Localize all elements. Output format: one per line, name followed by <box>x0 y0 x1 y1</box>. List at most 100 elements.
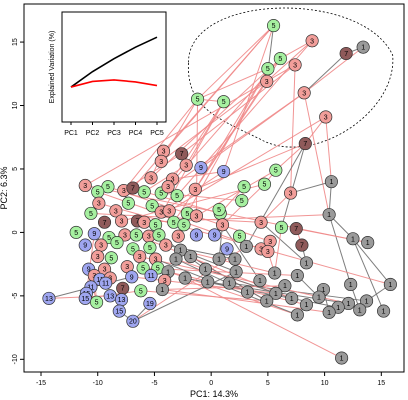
point-label: 3 <box>83 183 87 190</box>
point-marker <box>290 269 304 283</box>
x-tick-label: -5 <box>151 380 157 387</box>
point-marker <box>198 262 213 276</box>
point-marker <box>322 208 336 222</box>
point-label: 5 <box>280 225 284 232</box>
point-marker <box>383 277 397 291</box>
point-marker <box>84 206 98 220</box>
point-marker <box>299 298 313 312</box>
point-label: 5 <box>196 97 200 104</box>
point-marker <box>254 215 268 229</box>
point-label: 13 <box>45 296 53 303</box>
point-label: 3 <box>221 222 225 229</box>
point-label: 1 <box>274 291 278 298</box>
point-label: 1 <box>283 283 287 290</box>
point-marker <box>360 294 374 308</box>
point-label: 5 <box>126 201 130 208</box>
point-label: 1 <box>327 310 331 317</box>
point-label: 5 <box>156 265 160 272</box>
red-edge <box>168 116 326 212</box>
point-label: 1 <box>166 269 170 276</box>
point-label: 1 <box>233 257 237 264</box>
point-marker <box>361 236 375 250</box>
point-label: 5 <box>154 222 158 229</box>
point-marker <box>42 291 56 305</box>
point-label: 1 <box>304 260 308 267</box>
point-marker <box>288 58 302 72</box>
y-tick-label: 5 <box>12 167 19 171</box>
point-marker <box>161 180 175 194</box>
point-marker <box>188 182 202 196</box>
point-label: 11 <box>147 273 154 280</box>
red-edge <box>290 64 296 194</box>
point-marker <box>99 276 113 290</box>
point-marker <box>126 181 140 195</box>
point-label: 3 <box>171 177 175 184</box>
point-marker <box>78 238 92 252</box>
y-tick-label: 10 <box>12 102 19 110</box>
point-marker <box>189 228 203 242</box>
point-label: 9 <box>130 274 134 281</box>
point-label: 1 <box>174 257 178 264</box>
grey-edge <box>260 221 307 264</box>
point-label: 1 <box>382 309 386 316</box>
inset-x-tick-label: PC1 <box>64 130 78 137</box>
point-label: 1 <box>189 254 193 261</box>
point-label: 5 <box>242 184 246 191</box>
red-edge <box>181 64 296 155</box>
point-marker <box>322 305 336 319</box>
red-edge <box>194 68 269 190</box>
point-label: 1 <box>217 257 221 264</box>
point-label: 9 <box>199 165 203 172</box>
point-label: 1 <box>227 281 231 288</box>
point-label: 5 <box>274 168 278 175</box>
point-marker <box>295 238 309 252</box>
y-tick-label: -10 <box>12 354 19 364</box>
x-tick-label: 15 <box>377 380 385 387</box>
y-tick-label: 15 <box>12 38 19 46</box>
point-label: 1 <box>329 179 333 186</box>
point-marker <box>208 228 222 242</box>
point-label: 5 <box>157 232 161 239</box>
point-label: 5 <box>272 23 276 30</box>
red-edge <box>194 81 268 190</box>
point-label: 5 <box>182 222 186 229</box>
point-label: 1 <box>304 302 308 309</box>
point-label: 7 <box>121 286 125 293</box>
point-marker <box>335 351 349 365</box>
point-label: 5 <box>134 232 138 239</box>
point-label: 3 <box>163 278 167 285</box>
point-label: 5 <box>89 211 93 218</box>
point-marker <box>260 294 274 308</box>
point-label: 5 <box>107 235 111 242</box>
point-label: 3 <box>293 62 297 69</box>
point-marker <box>91 249 105 264</box>
point-label: 9 <box>83 243 87 250</box>
point-label: 3 <box>114 208 118 215</box>
point-label: 7 <box>300 243 304 250</box>
grey-edge <box>290 181 332 194</box>
point-label: 1 <box>295 312 299 319</box>
x-tick-label: -15 <box>36 380 46 387</box>
point-label: 3 <box>194 213 198 220</box>
point-label: 5 <box>185 211 189 218</box>
point-label: 5 <box>263 182 267 189</box>
point-label: 9 <box>87 267 91 274</box>
point-label: 3 <box>159 210 163 217</box>
point-marker <box>269 286 283 300</box>
point-label: 3 <box>122 188 126 195</box>
point-label: 3 <box>193 187 197 194</box>
inset-y-axis-title: Explained Variation (%) <box>49 31 56 104</box>
point-label: 5 <box>172 220 176 227</box>
point-marker <box>87 227 101 241</box>
point-marker <box>69 225 83 239</box>
point-marker <box>136 261 150 275</box>
point-marker <box>170 189 184 203</box>
point-label: 3 <box>154 257 158 264</box>
point-label: 5 <box>240 198 244 205</box>
point-marker <box>92 196 106 210</box>
point-label: 9 <box>213 232 217 239</box>
point-marker <box>143 241 157 255</box>
point-marker <box>155 282 169 297</box>
point-label: 1 <box>361 45 365 52</box>
